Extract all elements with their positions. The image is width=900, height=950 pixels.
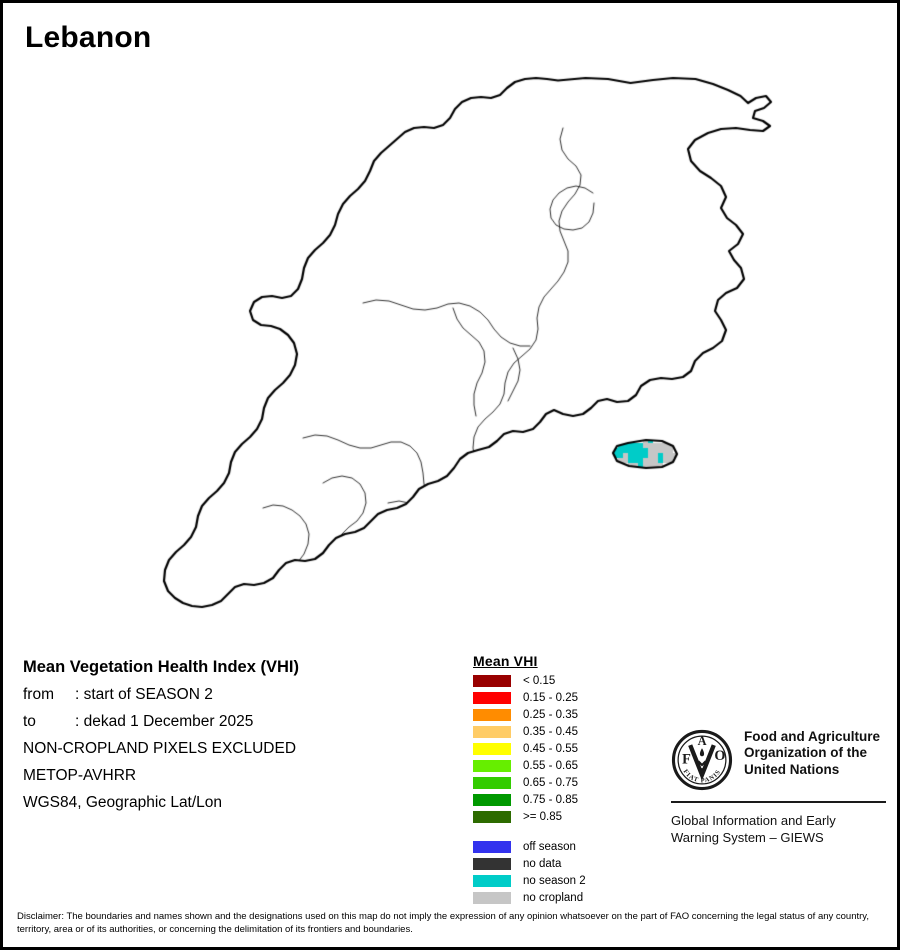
legend-label: off season <box>523 841 576 853</box>
legend-label: no cropland <box>523 892 584 904</box>
fao-divider <box>671 801 886 803</box>
legend-item-class-0: < 0.15 <box>473 674 586 688</box>
legend-item-class-4: 0.45 - 0.55 <box>473 742 586 756</box>
legend-item-class-6: 0.65 - 0.75 <box>473 776 586 790</box>
fao-header: F A O FIAT PANIS Food and Agriculture Or… <box>671 729 886 791</box>
svg-text:A: A <box>698 734 707 748</box>
caption-from-value: : start of SEASON 2 <box>75 686 213 703</box>
fao-org-line-2: Organization of the <box>744 745 867 761</box>
giews-line-2: Warning System – GIEWS <box>671 830 824 846</box>
legend-item-class-5: 0.55 - 0.65 <box>473 759 586 773</box>
map-caption: Mean Vegetation Health Index (VHI) from … <box>23 658 453 821</box>
legend-swatch-icon <box>473 777 511 789</box>
legend-label: 0.15 - 0.25 <box>523 692 578 704</box>
legend-item-status-1: no data <box>473 857 586 871</box>
legend-label: 0.25 - 0.35 <box>523 709 578 721</box>
giews-line-1: Global Information and Early <box>671 813 836 828</box>
legend-item-status-0: off season <box>473 840 586 854</box>
map-canvas <box>123 63 783 623</box>
legend-swatch-icon <box>473 811 511 823</box>
legend-swatch-icon <box>473 760 511 772</box>
caption-projection: WGS84, Geographic Lat/Lon <box>23 794 223 811</box>
disclaimer-text: Disclaimer: The boundaries and names sho… <box>17 911 869 936</box>
legend-item-status-2: no season 2 <box>473 874 586 888</box>
legend-item-class-2: 0.25 - 0.35 <box>473 708 586 722</box>
legend-label: 0.35 - 0.45 <box>523 726 578 738</box>
page-title: Lebanon <box>25 21 152 54</box>
legend-label: 0.45 - 0.55 <box>523 743 578 755</box>
svg-text:O: O <box>714 748 725 764</box>
caption-heading: Mean Vegetation Health Index (VHI) <box>23 658 299 676</box>
caption-to-row: to : dekad 1 December 2025 <box>23 713 453 731</box>
legend-title: Mean VHI <box>473 653 538 669</box>
caption-from-row: from : start of SEASON 2 <box>23 686 453 704</box>
legend-label: 0.75 - 0.85 <box>523 794 578 806</box>
legend-swatch-icon <box>473 892 511 904</box>
legend-swatch-icon <box>473 726 511 738</box>
legend-label: < 0.15 <box>523 675 556 687</box>
legend-swatch-icon <box>473 841 511 853</box>
legend-label: 0.65 - 0.75 <box>523 777 578 789</box>
legend-swatch-icon <box>473 743 511 755</box>
legend-item-class-3: 0.35 - 0.45 <box>473 725 586 739</box>
legend-status-list: off season no data no season 2 no cropland <box>473 840 586 905</box>
fao-organization-name: Food and Agriculture Organization of the… <box>744 729 880 778</box>
legend-swatch-icon <box>473 709 511 721</box>
legend-item-status-3: no cropland <box>473 891 586 905</box>
vhi-map <box>123 63 783 623</box>
fao-logo-icon: F A O FIAT PANIS <box>671 729 733 791</box>
legend-spacer <box>473 827 586 840</box>
legend-item-class-1: 0.15 - 0.25 <box>473 691 586 705</box>
legend-swatch-icon <box>473 692 511 704</box>
legend-item-class-7: 0.75 - 0.85 <box>473 793 586 807</box>
caption-from-key: from <box>23 686 54 703</box>
fao-org-line-3: United Nations <box>744 761 840 777</box>
legend-swatch-icon <box>473 794 511 806</box>
legend-label: no data <box>523 858 562 870</box>
fao-org-line-1: Food and Agriculture <box>744 729 880 744</box>
legend-swatch-icon <box>473 875 511 887</box>
caption-to-value: : dekad 1 December 2025 <box>75 713 254 730</box>
map-legend: Mean VHI < 0.15 0.15 - 0.25 0.25 - 0.35 0.3… <box>473 653 586 908</box>
legend-item-class-8: >= 0.85 <box>473 810 586 824</box>
giews-label: Global Information and Early Warning Sys… <box>671 812 886 846</box>
legend-swatch-icon <box>473 675 511 687</box>
caption-sensor: METOP-AVHRR <box>23 767 137 784</box>
legend-class-list: < 0.15 0.15 - 0.25 0.25 - 0.35 0.35 - 0.45 0… <box>473 674 586 824</box>
svg-text:F: F <box>682 752 691 768</box>
legend-label: 0.55 - 0.65 <box>523 760 578 772</box>
legend-label: >= 0.85 <box>523 811 563 823</box>
caption-to-key: to <box>23 713 36 730</box>
caption-cropland-note: NON-CROPLAND PIXELS EXCLUDED <box>23 740 297 757</box>
legend-label: no season 2 <box>523 875 586 887</box>
fao-branding: F A O FIAT PANIS Food and Agriculture Or… <box>671 729 886 846</box>
legend-swatch-icon <box>473 858 511 870</box>
